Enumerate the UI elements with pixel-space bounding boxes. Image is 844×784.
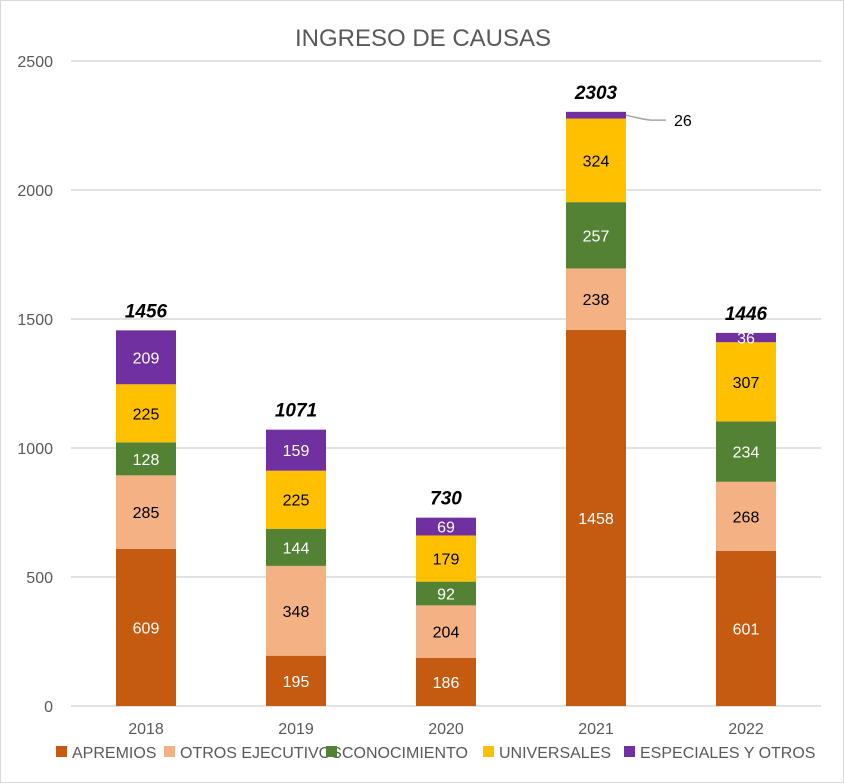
data-label: 268 xyxy=(733,509,760,526)
x-tick-label: 2022 xyxy=(728,721,764,738)
bar-segment-otros-ejecutivos xyxy=(266,565,326,656)
data-label: 307 xyxy=(733,375,760,392)
data-label: 159 xyxy=(283,443,310,460)
data-label: 186 xyxy=(433,675,460,692)
legend-item: UNIVERSALES xyxy=(483,745,611,762)
data-label: 238 xyxy=(583,292,610,309)
total-label: 730 xyxy=(430,489,462,510)
legend-label: UNIVERSALES xyxy=(499,745,611,762)
legend-swatch xyxy=(56,746,67,757)
total-label: 1446 xyxy=(725,304,768,325)
callout-leader-line xyxy=(625,114,666,121)
bar-segment-universales xyxy=(116,384,176,443)
bar-segment-apremios xyxy=(716,550,776,706)
data-label: 204 xyxy=(433,625,460,642)
data-label: 209 xyxy=(133,350,160,367)
data-label: 324 xyxy=(583,153,610,170)
bar-segment-especiales-y-otros xyxy=(716,332,776,343)
bar-segment-apremios xyxy=(416,658,476,706)
legend-swatch xyxy=(624,746,635,757)
x-tick-label: 2019 xyxy=(278,721,314,738)
bars: 609 285 128 225 209 1456 195 348 144 225 159 1071 18… xyxy=(116,83,776,706)
bar-stack-2022: 601 268 234 307 36 1446 xyxy=(716,304,776,706)
data-label: 601 xyxy=(733,621,760,638)
y-axis: 0 500 1000 1500 2000 2500 xyxy=(17,54,53,716)
bar-segment-conocimiento xyxy=(716,421,776,482)
legend-swatch xyxy=(326,746,337,757)
data-label: 179 xyxy=(433,552,460,569)
legend-swatch xyxy=(164,746,175,757)
y-tick-label: 1000 xyxy=(17,441,53,458)
data-label: 1458 xyxy=(578,511,614,528)
legend-label: OTROS EJECUTIVOS xyxy=(180,745,342,762)
bar-segment-conocimiento xyxy=(116,442,176,476)
y-tick-label: 500 xyxy=(26,570,53,587)
bar-segment-universales xyxy=(716,342,776,422)
legend-label: APREMIOS xyxy=(72,745,156,762)
data-label: 69 xyxy=(437,520,455,537)
legend-item: APREMIOS xyxy=(56,745,156,762)
x-tick-label: 2020 xyxy=(428,721,464,738)
bar-segment-otros-ejecutivos xyxy=(566,268,626,330)
bar-segment-apremios xyxy=(266,655,326,706)
x-tick-label: 2021 xyxy=(578,721,614,738)
legend-item: ESPECIALES Y OTROS xyxy=(624,745,815,762)
bar-segment-conocimiento xyxy=(266,528,326,566)
y-tick-label: 2500 xyxy=(17,54,53,71)
bar-stack-2018: 609 285 128 225 209 1456 xyxy=(116,301,176,706)
bar-segment-otros-ejecutivos xyxy=(116,475,176,549)
legend-swatch xyxy=(483,746,494,757)
bar-segment-universales xyxy=(416,535,476,582)
data-label: 257 xyxy=(583,228,610,245)
data-label: 348 xyxy=(283,604,310,621)
data-label: 92 xyxy=(437,587,455,604)
bar-segment-especiales-y-otros xyxy=(416,517,476,536)
data-label: 128 xyxy=(133,452,160,469)
legend-label: ESPECIALES Y OTROS xyxy=(640,745,815,762)
data-label: 234 xyxy=(733,445,760,462)
bar-segment-apremios xyxy=(116,548,176,706)
data-label: 225 xyxy=(133,406,160,423)
total-label: 1071 xyxy=(275,401,317,422)
bar-segment-universales xyxy=(566,118,626,203)
bar-segment-especiales-y-otros xyxy=(116,330,176,385)
bar-segment-otros-ejecutivos xyxy=(416,605,476,659)
legend-item: OTROS EJECUTIVOS xyxy=(164,745,342,762)
data-label: 36 xyxy=(737,331,755,348)
gridlines xyxy=(71,60,821,707)
total-label: 2303 xyxy=(574,83,618,104)
data-label: 144 xyxy=(283,540,310,557)
bar-stack-2019: 195 348 144 225 159 1071 xyxy=(266,401,326,706)
x-axis: 2018 2019 2020 2021 2022 xyxy=(128,721,764,738)
bar-segment-universales xyxy=(266,470,326,529)
bar-segment-especiales-y-otros xyxy=(266,429,326,471)
x-tick-label: 2018 xyxy=(128,721,164,738)
data-label: 225 xyxy=(283,493,310,510)
bar-stack-2021: 1458 238 257 324 26 2303 xyxy=(566,83,692,706)
data-label: 285 xyxy=(133,505,160,522)
bar-segment-otros-ejecutivos xyxy=(716,481,776,551)
data-label: 195 xyxy=(283,674,310,691)
y-tick-label: 1500 xyxy=(17,312,53,329)
legend-label: CONOCIMIENTO xyxy=(342,745,468,762)
y-tick-label: 0 xyxy=(44,699,53,716)
data-label: 26 xyxy=(674,113,692,130)
bar-segment-conocimiento xyxy=(416,581,476,606)
bar-segment-apremios xyxy=(566,329,626,706)
bar-stack-2020: 186 204 92 179 69 730 xyxy=(416,489,476,706)
legend: APREMIOS OTROS EJECUTIVOS CONOCIMIENTO UNIV… xyxy=(56,745,815,762)
legend-item: CONOCIMIENTO xyxy=(326,745,468,762)
y-tick-label: 2000 xyxy=(17,183,53,200)
bar-segment-especiales-y-otros xyxy=(566,111,626,119)
bar-segment-conocimiento xyxy=(566,202,626,269)
chart-title: INGRESO DE CAUSAS xyxy=(295,25,551,52)
total-label: 1456 xyxy=(125,301,168,322)
data-label: 609 xyxy=(133,620,160,637)
